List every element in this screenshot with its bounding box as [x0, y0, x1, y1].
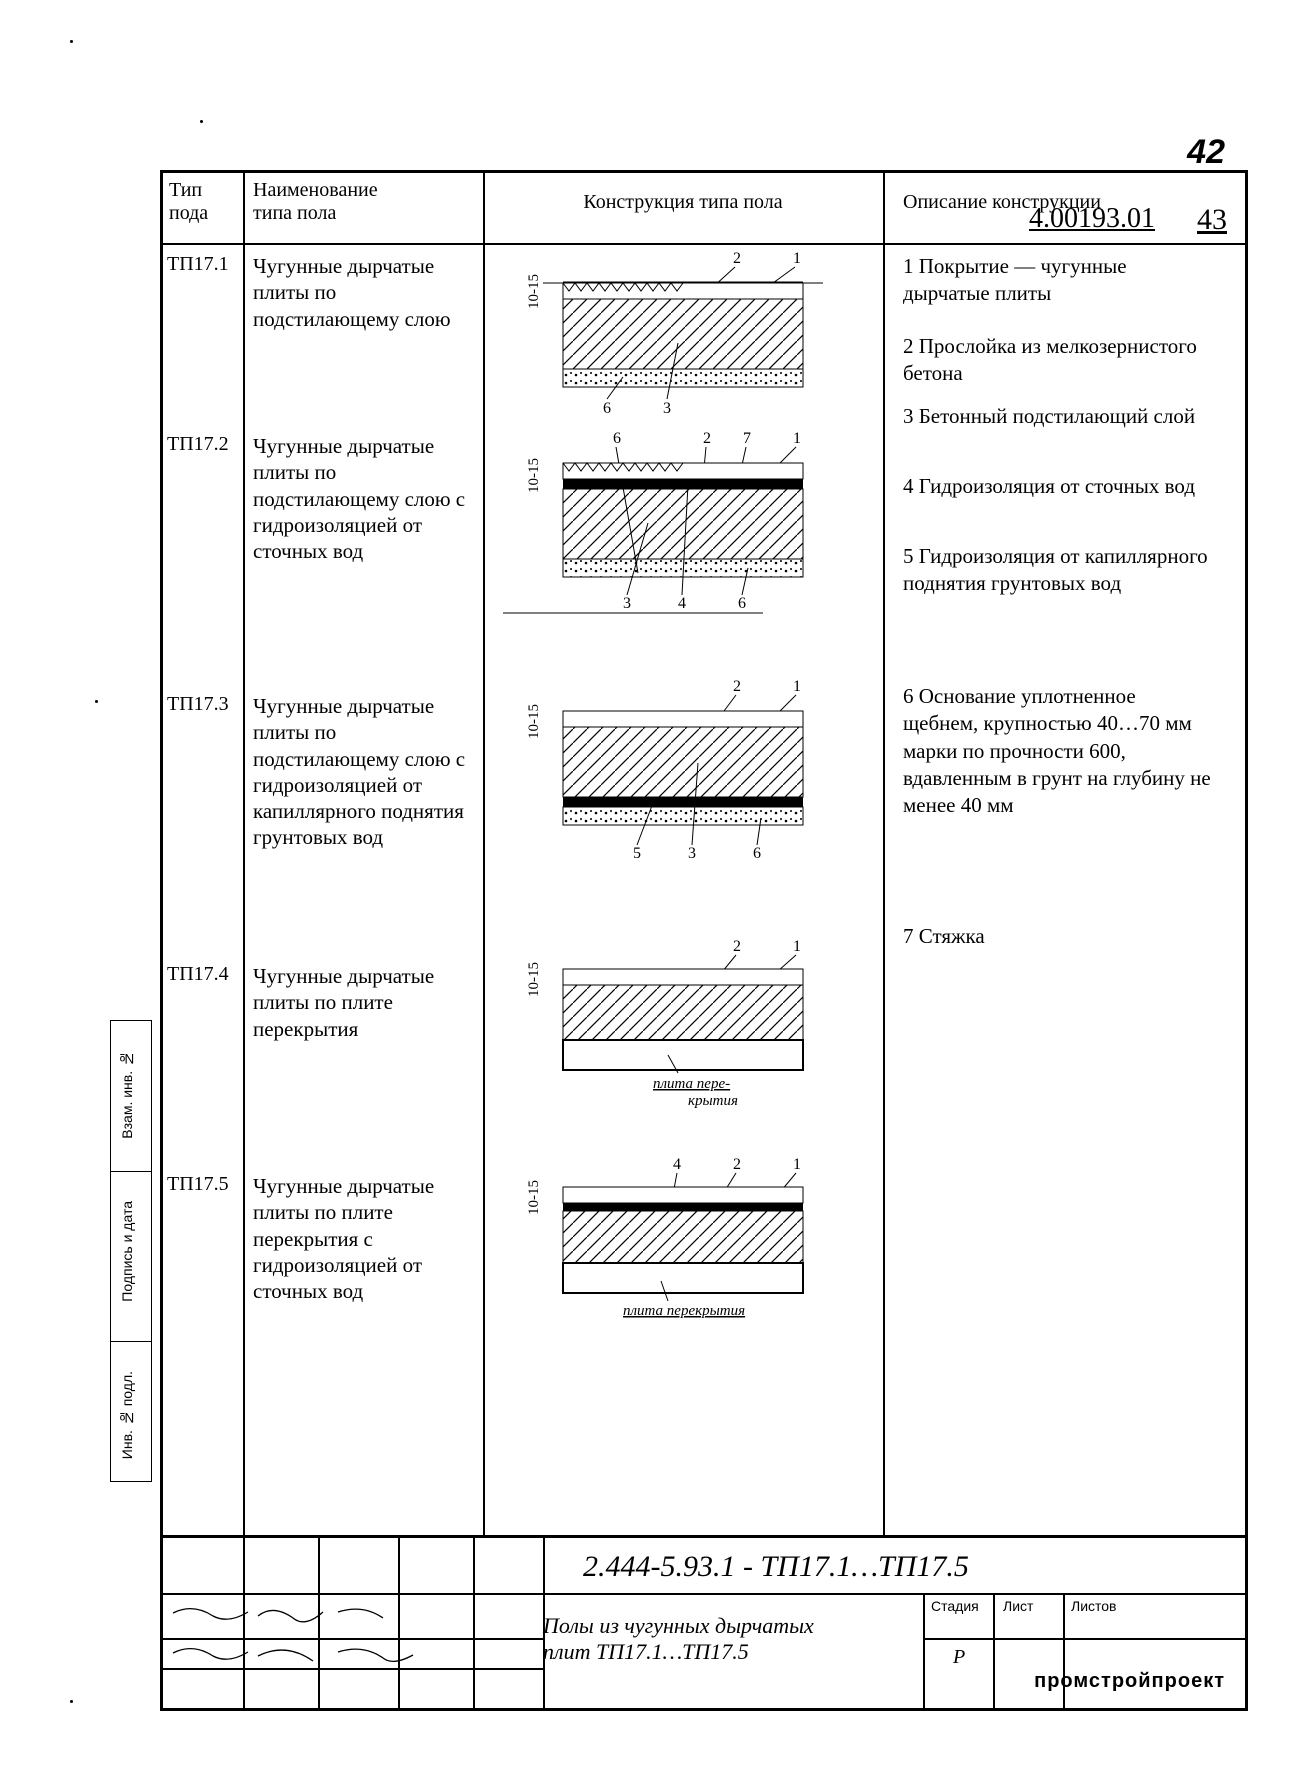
svg-text:3: 3 — [688, 845, 696, 862]
section-diagram-2: 6 2 7 1 10-15 — [503, 423, 863, 628]
title-block: 2.444-5.93.1 - ТП17.1…ТП17.5 Полы из чуг… — [163, 1535, 1245, 1708]
svg-text:4: 4 — [673, 1156, 681, 1173]
svg-text:4: 4 — [678, 595, 686, 612]
stamp-sheets-label: Листов — [1071, 1598, 1117, 1614]
side-label: Подпись и дата — [119, 1201, 135, 1302]
table-body: ТП17.1 Чугунные дырчатые плиты по подсти… — [163, 243, 1245, 1538]
section-diagram-5: 4 2 1 10-15 плита перекрытия — [503, 1153, 863, 1338]
svg-text:2: 2 — [733, 1156, 741, 1173]
svg-text:7: 7 — [743, 430, 751, 447]
svg-text:2: 2 — [733, 678, 741, 695]
stamp-sheet-label: Лист — [1003, 1598, 1033, 1614]
row-code: ТП17.2 — [167, 433, 241, 456]
svg-text:6: 6 — [738, 595, 746, 612]
drawing-code: 2.444-5.93.1 - ТП17.1…ТП17.5 — [583, 1550, 969, 1584]
svg-text:10-15: 10-15 — [526, 274, 542, 309]
svg-text:5: 5 — [633, 845, 641, 862]
row-desc: Чугунные дырчатые плиты по плите перекры… — [253, 1173, 473, 1304]
svg-text:10-15: 10-15 — [526, 704, 542, 739]
section-diagram-4: 2 1 10-15 плита пере- крытия — [503, 933, 863, 1118]
row-code: ТП17.1 — [167, 253, 241, 276]
binding-margin: Взам. инв. № Подпись и дата Инв. № подл. — [110, 1020, 152, 1482]
row-desc: Чугунные дырчатые плиты по подстилающему… — [253, 693, 473, 851]
svg-text:3: 3 — [663, 400, 671, 417]
titleblock-desc: Полы из чугунных дырчатыхплит ТП17.1…ТП1… — [543, 1613, 814, 1665]
row-desc: Чугунные дырчатые плиты по подстилающему… — [253, 253, 473, 332]
svg-text:3: 3 — [623, 595, 631, 612]
svg-text:10-15: 10-15 — [526, 962, 542, 997]
svg-text:плита перекрытия: плита перекрытия — [623, 1303, 745, 1319]
side-label: Инв. № подл. — [119, 1371, 135, 1459]
header-col-0: Типпода — [169, 179, 237, 225]
page-number-top: 42 — [1187, 133, 1225, 172]
inventory-number: 4.00193.01 — [1029, 203, 1155, 1546]
page: 42 Типпода Наименованиетипа пола Констру… — [0, 0, 1298, 1771]
row-code: ТП17.4 — [167, 963, 241, 986]
row-desc: Чугунные дырчатые плиты по подстилающему… — [253, 433, 473, 564]
page-number-bottom: 43 — [1197, 203, 1227, 1546]
svg-text:2: 2 — [733, 938, 741, 955]
svg-text:крытия: крытия — [688, 1093, 738, 1109]
drawing-frame: 4 2 Типпода Наименованиетипа пола Констру… — [160, 170, 1248, 1711]
header-col-1: Наименованиетипа пола — [253, 179, 473, 225]
svg-text:6: 6 — [603, 400, 611, 417]
svg-text:1: 1 — [793, 250, 801, 267]
section-diagram-1: 2 1 10-15 6 3 — [503, 243, 863, 428]
svg-text:10-15: 10-15 — [526, 1180, 542, 1215]
organization-name: промстройпроект — [1034, 1670, 1225, 1693]
svg-text:2: 2 — [733, 250, 741, 267]
row-code: ТП17.5 — [167, 1173, 241, 1196]
svg-text:10-15: 10-15 — [526, 458, 542, 493]
row-code: ТП17.3 — [167, 693, 241, 716]
stamp-stage-value: Р — [953, 1646, 965, 1669]
svg-text:1: 1 — [793, 938, 801, 955]
svg-text:1: 1 — [793, 1156, 801, 1173]
svg-text:6: 6 — [753, 845, 761, 862]
svg-text:2: 2 — [703, 430, 711, 447]
svg-text:6: 6 — [613, 430, 621, 447]
row-desc: Чугунные дырчатые плиты по плите перекры… — [253, 963, 473, 1042]
header-col-2: Конструкция типа пола — [503, 191, 863, 214]
slab-label: плита пере- — [653, 1076, 730, 1092]
svg-text:1: 1 — [793, 430, 801, 447]
section-diagram-3: 2 1 10-15 5 3 6 — [503, 673, 863, 878]
side-label: Взам. инв. № — [119, 1051, 135, 1139]
stamp-stage-label: Стадия — [931, 1598, 979, 1614]
svg-text:1: 1 — [793, 678, 801, 695]
signatures-block — [168, 1598, 538, 1698]
